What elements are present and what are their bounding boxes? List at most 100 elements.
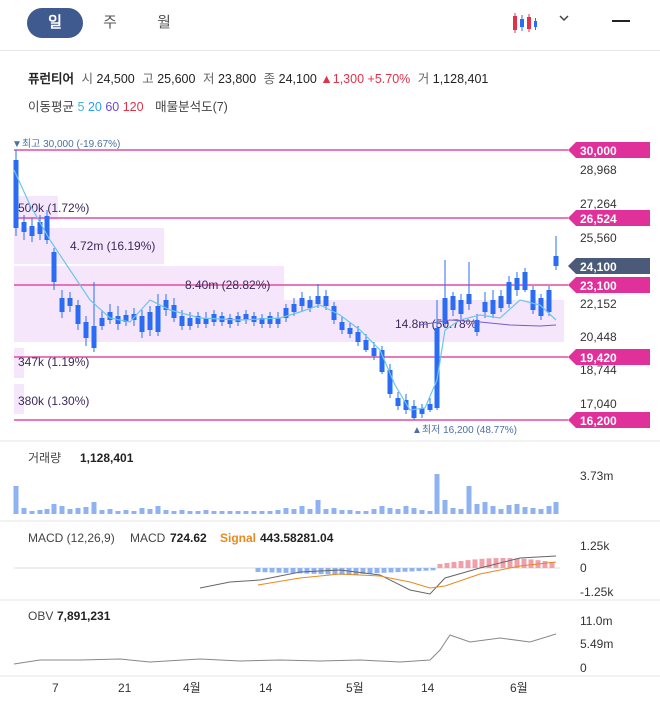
candle-body	[83, 322, 89, 338]
macd-bar	[514, 558, 520, 568]
price-tag-label: 30,000	[580, 144, 617, 158]
tab-week[interactable]: 주	[103, 14, 117, 31]
open-value: 24,500	[96, 72, 135, 86]
low-marker: ▲최저 16,200 (48.77%)	[412, 424, 517, 436]
volume-bar	[498, 509, 504, 514]
candle-body	[395, 398, 401, 406]
obv-axis: 11.0m	[580, 614, 612, 628]
candle-body	[195, 316, 201, 324]
volume-bar	[187, 511, 193, 514]
volume-bar	[13, 486, 19, 514]
candle-body	[490, 300, 496, 314]
macd-bar	[290, 568, 296, 574]
candle-body	[51, 252, 57, 282]
macd-bar	[395, 568, 401, 573]
x-tick: 14	[421, 681, 435, 695]
candle-body	[538, 298, 544, 316]
volume-bar	[434, 474, 440, 514]
candle-body	[498, 296, 504, 308]
price-tag-label: 19,420	[580, 351, 617, 365]
volume-bar	[83, 507, 89, 514]
candle-body	[355, 332, 361, 342]
low-value: 23,800	[217, 72, 257, 86]
candle-body	[530, 290, 536, 310]
volume-bar	[466, 486, 472, 514]
volume-bar	[155, 506, 161, 514]
signal-label: Signal	[220, 531, 256, 545]
candle-body	[21, 222, 27, 232]
macd-bar	[360, 568, 366, 574]
volume-bar	[403, 506, 409, 514]
volume-bar	[482, 502, 488, 514]
candle-body	[29, 226, 35, 236]
volume-bar	[171, 511, 177, 514]
profile-label: 347k (1.19%)	[18, 355, 89, 369]
indicator-row[interactable]: 이동평균 5 20 60 120 매물분석도(7)	[28, 96, 228, 115]
y-tick: 25,560	[580, 231, 617, 245]
candle-body	[315, 296, 321, 304]
tab-month[interactable]: 월	[157, 14, 171, 31]
volume-bar	[147, 509, 153, 514]
volume-bar	[203, 510, 209, 514]
high-value: 25,600	[157, 72, 196, 86]
signal-line	[257, 561, 557, 589]
volume-bar	[530, 508, 536, 514]
candle-body	[427, 404, 433, 410]
macd-bar	[458, 560, 464, 568]
volume-bar	[243, 511, 249, 514]
macd-line	[199, 555, 557, 595]
macd-bar	[493, 558, 499, 568]
y-tick: 28,968	[580, 163, 617, 177]
candle-body	[482, 302, 488, 312]
ma120-label: 120	[122, 100, 144, 114]
profile-label: 8.40m (28.82%)	[185, 278, 270, 292]
chevron-down-icon[interactable]	[558, 12, 570, 24]
candle-body	[474, 320, 480, 332]
price-tag-label: 23,100	[580, 279, 617, 293]
volume-bar	[307, 509, 313, 514]
candle-body	[339, 322, 345, 330]
volume-bar	[514, 504, 520, 514]
moving-average-label[interactable]: 이동평균	[28, 100, 75, 114]
candle-body	[107, 312, 113, 320]
volume-bar	[546, 506, 552, 514]
macd-axis: 1.25k	[580, 539, 610, 553]
volume-bar	[283, 508, 289, 514]
price-tag: 19,420	[568, 349, 650, 365]
candle-body	[466, 294, 472, 304]
ma20-label: 20	[87, 100, 102, 114]
profile-block	[14, 266, 284, 300]
price-tag: 23,100	[568, 277, 650, 293]
macd-panel-label: MACD (12,26,9)	[28, 531, 115, 545]
macd-bar	[409, 568, 415, 572]
y-tick: 17,040	[580, 397, 617, 411]
tab-day[interactable]: 일	[27, 8, 83, 38]
macd-bar	[465, 560, 471, 568]
x-tick: 5월	[346, 681, 364, 695]
candle-body	[259, 318, 265, 324]
candle-body	[299, 298, 305, 306]
open-label: 시	[81, 72, 94, 86]
candle-body	[403, 400, 409, 410]
menu-icon[interactable]	[612, 20, 630, 22]
candle-body	[387, 370, 393, 394]
volume-panel-value: 1,128,401	[80, 451, 134, 465]
volume-bar	[99, 510, 105, 514]
ma5-label: 5	[77, 100, 85, 114]
candle-body	[434, 328, 440, 408]
macd-bar	[451, 561, 457, 568]
candlestick-icon[interactable]	[512, 12, 538, 34]
volume-bar	[67, 509, 73, 514]
candle-body	[546, 290, 552, 312]
candle-body	[91, 326, 97, 348]
macd-bar	[283, 568, 289, 573]
macd-label: MACD	[130, 531, 166, 545]
volume-bar	[331, 508, 337, 514]
volume-profile-label[interactable]: 매물분석도(7)	[155, 100, 228, 114]
volume-bar	[490, 506, 496, 514]
volume-bar	[538, 509, 544, 514]
volume-bar	[339, 510, 345, 514]
volume-bar	[259, 511, 265, 514]
macd-bar	[528, 559, 534, 568]
